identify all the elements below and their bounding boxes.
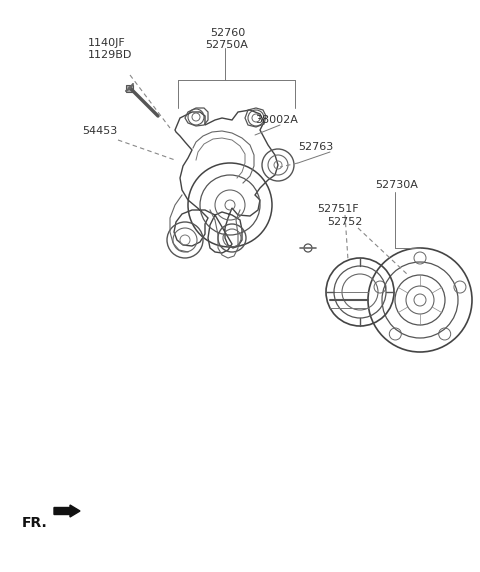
- Text: 1140JF: 1140JF: [88, 38, 126, 48]
- Polygon shape: [126, 85, 133, 92]
- Text: 52752: 52752: [327, 217, 362, 227]
- Text: 52751F: 52751F: [317, 204, 359, 214]
- Text: 38002A: 38002A: [255, 115, 298, 125]
- Text: 52760: 52760: [210, 28, 245, 38]
- FancyArrow shape: [54, 505, 80, 517]
- Text: 52730A: 52730A: [375, 180, 418, 190]
- Text: 52750A: 52750A: [205, 40, 248, 50]
- Text: FR.: FR.: [22, 516, 48, 530]
- Text: 54453: 54453: [82, 126, 117, 136]
- Text: 1129BD: 1129BD: [88, 50, 132, 60]
- Text: 52763: 52763: [298, 142, 333, 152]
